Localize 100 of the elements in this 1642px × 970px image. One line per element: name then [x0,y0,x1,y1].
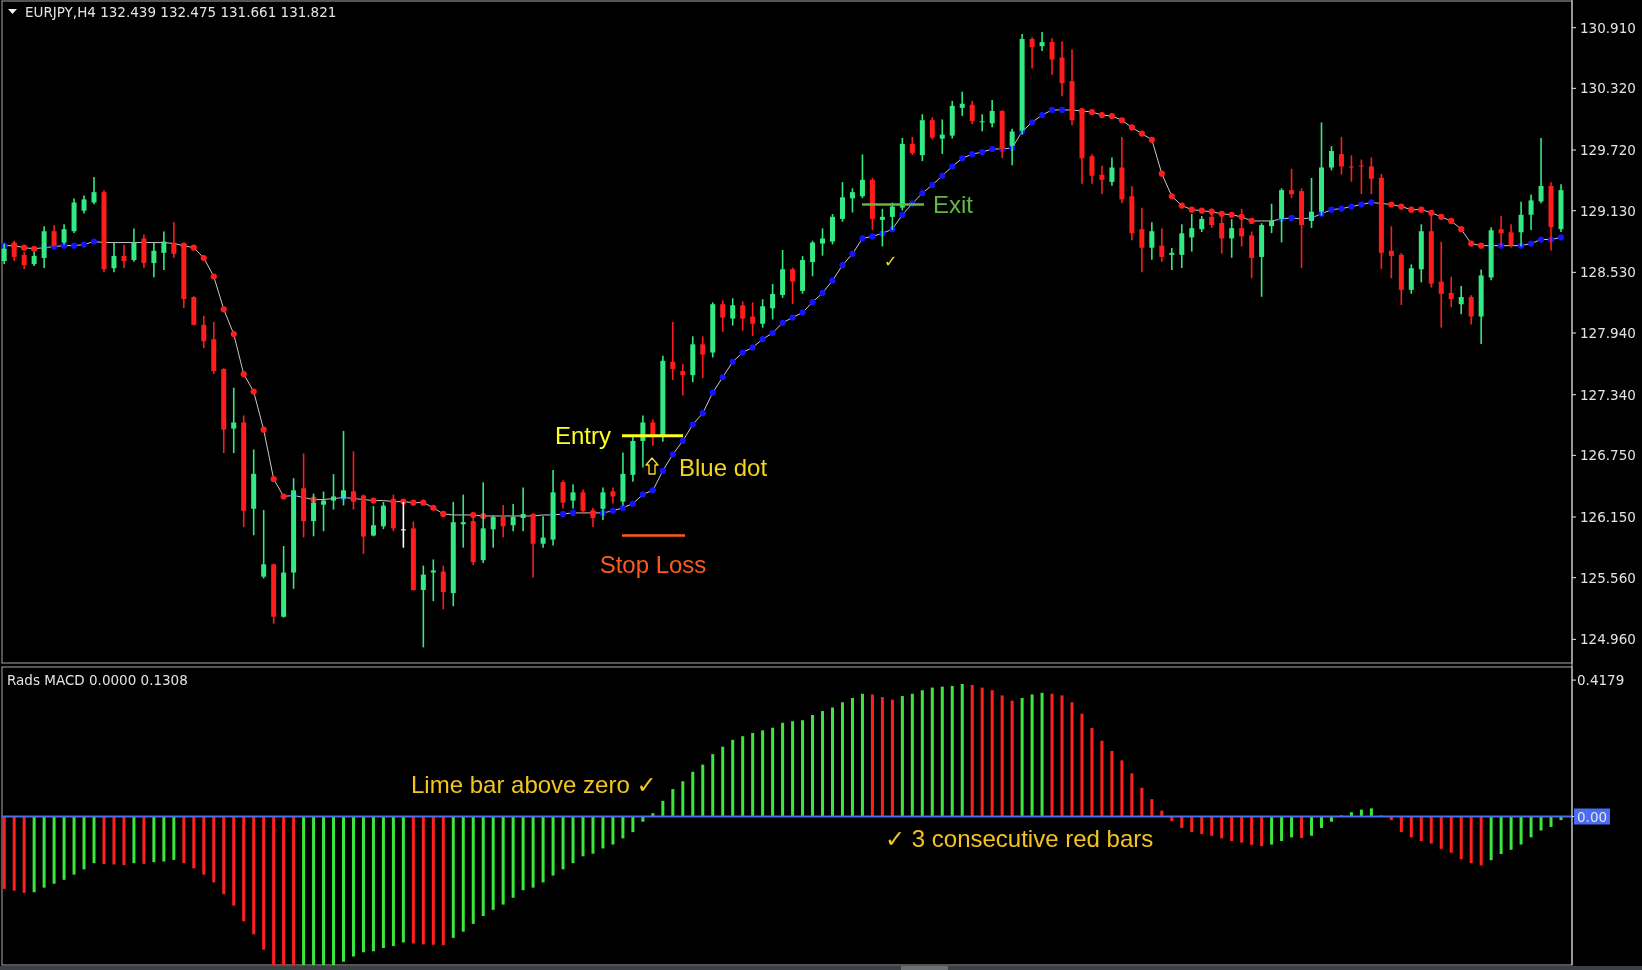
candlestick [839,182,845,222]
bar [1509,816,1513,850]
bar [1280,816,1284,841]
bar [681,781,685,817]
bar [1429,816,1433,844]
candlestick [790,267,796,304]
bar [880,697,884,817]
bar [1080,713,1084,817]
bar [1060,695,1064,817]
bar [950,685,954,817]
bar [751,732,755,817]
bar [142,816,146,864]
bar [292,816,296,965]
bar [741,736,745,817]
bar [282,816,286,965]
bar [661,800,665,817]
bar [541,816,545,883]
bar [62,816,66,880]
candlestick [1099,165,1105,195]
bar [1100,740,1104,817]
annotation: ✓ 3 consecutive red bars [885,825,1154,852]
bar [940,686,944,817]
bar [32,816,36,893]
candlestick [1289,168,1295,199]
bar [1130,773,1134,817]
bar [1469,816,1473,864]
bar [1310,816,1314,836]
candlestick [720,300,726,332]
bar [122,816,126,866]
bar [42,816,46,888]
candlestick [939,119,945,154]
bar [771,727,775,817]
y-tick-label: 125.560 [1580,569,1636,586]
bar [831,707,834,817]
bar [491,816,495,910]
bar [212,816,216,883]
candlestick [331,474,337,510]
y-tick-label: 126.150 [1580,509,1636,526]
y-tick-label: 0.4179 [1577,672,1625,689]
candlestick [1538,137,1544,204]
bar [361,816,365,953]
bar [1499,816,1503,855]
candlestick [1388,226,1394,279]
bar [691,771,695,817]
bar [1000,695,1004,817]
bar [910,693,914,817]
bar [381,816,385,949]
bar [521,816,525,891]
bar [371,816,375,952]
bar [1419,816,1423,841]
bar [870,694,874,817]
bar [601,816,605,849]
bar [481,816,485,917]
chart-title: EURJPY,H4 132.439 132.475 131.661 131.821 [25,4,337,20]
bar [821,711,825,817]
bar [960,683,964,817]
bar [701,764,705,817]
bar [302,816,306,965]
candlestick [570,484,576,509]
candlestick [1438,241,1444,328]
candlestick [979,114,985,132]
y-tick-label: 127.940 [1580,325,1636,342]
bar [401,816,405,943]
candlestick [231,387,237,454]
bar [571,816,575,864]
bar [531,816,535,888]
candlestick [1508,224,1514,248]
candlestick [750,302,756,336]
bar [52,816,56,884]
bar [611,816,615,845]
bar [980,687,984,817]
bar [1519,816,1523,845]
bar [970,684,974,817]
candlestick [580,489,586,514]
candlestick [560,480,566,509]
bar [1150,799,1154,817]
bar [581,816,585,857]
bar [801,720,805,817]
candlestick [261,510,267,579]
candlestick [740,301,746,331]
bar [411,816,415,944]
bar [791,721,795,817]
candlestick [700,336,706,379]
candlestick [1328,146,1334,171]
y-tick-label: 129.720 [1580,142,1636,159]
candlestick [1179,224,1185,269]
y-tick-label: 130.320 [1580,80,1636,97]
y-tick-label: 130.910 [1580,19,1636,36]
candlestick [929,117,935,140]
candlestick [1109,157,1115,186]
candlestick [380,501,386,530]
bar [1090,728,1094,817]
candlestick [1338,136,1344,175]
candlestick [490,515,496,548]
bar [501,816,505,905]
bar [322,816,326,965]
candlestick [989,99,995,128]
candlestick [540,516,546,548]
ref-line-label: Exit [933,190,974,218]
y-tick-label: 128.530 [1580,264,1636,281]
